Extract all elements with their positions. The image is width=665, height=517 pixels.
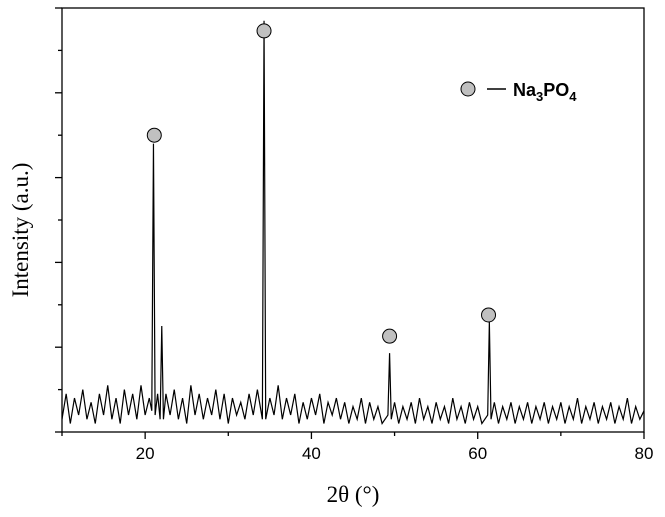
- chart: 2θ (°) Intensity (a.u.) 20 40 60 80 Na3PO4: [0, 0, 665, 517]
- x-tick-label: 60: [468, 444, 487, 463]
- x-tick-label: 40: [302, 444, 321, 463]
- legend-marker: [461, 82, 475, 96]
- x-tick-label: 20: [136, 444, 155, 463]
- peak-marker: [383, 329, 397, 343]
- peak-marker: [482, 308, 496, 322]
- peak-marker: [257, 24, 271, 38]
- x-axis-label: 2θ (°): [327, 482, 380, 507]
- y-axis-label: Intensity (a.u.): [8, 163, 33, 298]
- x-tick-label: 80: [635, 444, 654, 463]
- peak-marker: [147, 128, 161, 142]
- plot-frame: [62, 8, 644, 432]
- legend-label: Na3PO4: [513, 80, 577, 104]
